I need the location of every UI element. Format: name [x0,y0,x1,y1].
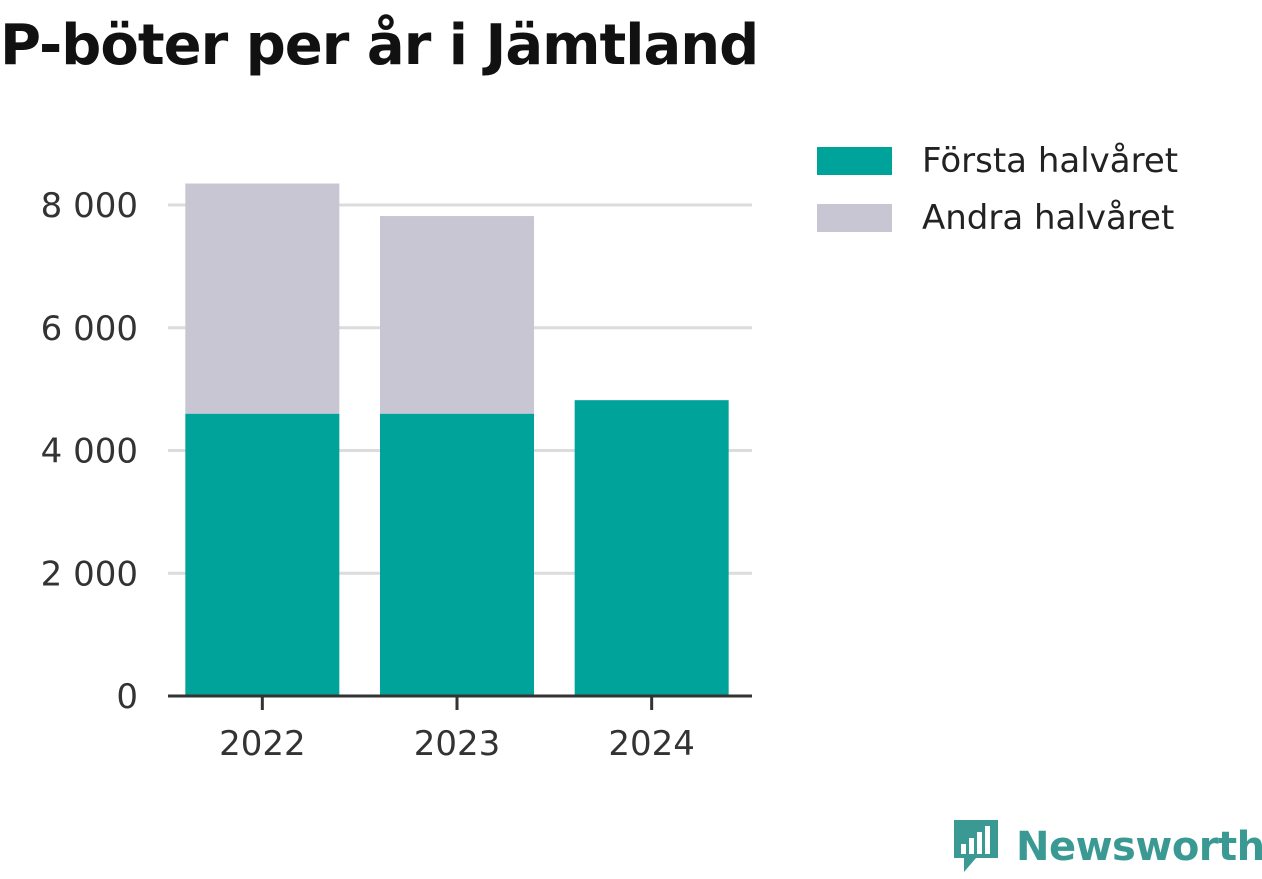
newsworthy-logo-text: Newsworthy [1016,824,1262,870]
legend-item-second-half: Andra halvåret [817,189,1178,246]
y-tick-label: 6 000 [41,309,138,349]
legend-item-first-half: Första halvåret [817,132,1178,189]
y-tick-label: 8 000 [41,186,138,226]
y-tick-label: 0 [116,677,138,717]
newsworthy-logo-icon [954,820,998,872]
legend: Första halvåret Andra halvåret [817,132,1178,246]
legend-label-first-half: Första halvåret [922,140,1179,181]
x-tick-label: 2024 [608,724,695,764]
bar-second-half [185,183,340,414]
chart-title: P-böter per år i Jämtland [0,13,759,78]
legend-label-second-half: Andra halvåret [922,197,1175,238]
y-tick-label: 2 000 [41,554,138,594]
x-tick-label: 2022 [219,724,306,764]
x-tick-label: 2023 [414,724,501,764]
bar-first-half [574,400,729,696]
bar-first-half [185,413,340,696]
bar-first-half [380,413,534,696]
legend-swatch-second-half [817,203,892,232]
legend-swatch-first-half [817,146,892,175]
y-tick-label: 4 000 [41,432,138,472]
bar-second-half [380,216,534,414]
newsworthy-logo: Newsworthy [950,816,1262,878]
